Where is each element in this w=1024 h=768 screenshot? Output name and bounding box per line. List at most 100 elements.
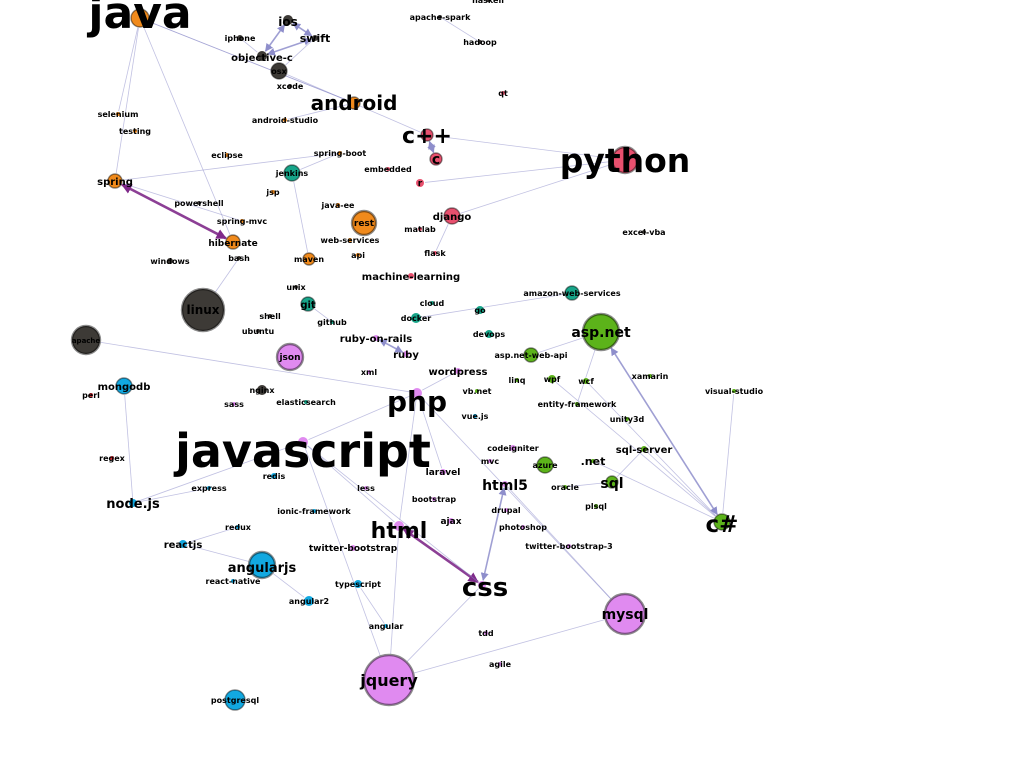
node-php[interactable] (412, 388, 422, 398)
node-elasticsearch[interactable] (304, 400, 308, 404)
node-less[interactable] (364, 486, 368, 490)
node-laravel[interactable] (440, 469, 446, 475)
node-git[interactable] (300, 296, 316, 312)
node-twitter-bootstrap[interactable] (350, 545, 356, 551)
node-powershell[interactable] (197, 201, 201, 205)
node-oracle[interactable] (563, 485, 567, 489)
node-sass[interactable] (232, 402, 236, 406)
node-c-[interactable] (420, 128, 434, 142)
node-amazon-web-services[interactable] (564, 285, 580, 301)
node-linux[interactable] (180, 287, 226, 333)
node-nginx[interactable] (257, 385, 267, 395)
node-unity3d[interactable] (625, 417, 629, 421)
node-maven[interactable] (302, 252, 316, 266)
node-spring[interactable] (107, 173, 123, 189)
node-photoshop[interactable] (521, 525, 525, 529)
node-github[interactable] (330, 320, 334, 324)
node-apache[interactable] (70, 324, 102, 356)
node-perl[interactable] (89, 393, 93, 397)
node-c-[interactable] (713, 513, 731, 531)
node-unix[interactable] (294, 285, 298, 289)
node-haskell[interactable] (486, 0, 490, 2)
node-ubuntu[interactable] (256, 329, 260, 333)
node-xml[interactable] (367, 370, 371, 374)
node-angularjs[interactable] (247, 550, 277, 580)
node-ruby-on-rails[interactable] (373, 335, 379, 341)
node-jquery[interactable] (362, 653, 416, 707)
node-react-native[interactable] (231, 579, 235, 583)
node-redux[interactable] (236, 525, 240, 529)
node-selenium[interactable] (116, 112, 120, 116)
node-drupal[interactable] (504, 508, 508, 512)
node-jsp[interactable] (271, 190, 275, 194)
node-mysql[interactable] (603, 592, 647, 636)
node-twitter-bootstrap-3[interactable] (567, 544, 571, 548)
node-c[interactable] (429, 152, 443, 166)
node-mvc[interactable] (488, 459, 492, 463)
node-java[interactable] (130, 8, 150, 28)
node-shell[interactable] (268, 314, 272, 318)
node-linq[interactable] (515, 378, 519, 382)
node-jenkins[interactable] (283, 164, 301, 182)
node-r[interactable] (416, 179, 424, 187)
node-osx[interactable] (270, 62, 288, 80)
node-python[interactable] (610, 145, 640, 175)
node-qt[interactable] (501, 91, 505, 95)
node-agile[interactable] (498, 662, 502, 666)
node-sql[interactable] (605, 475, 619, 489)
node-visual-studio[interactable] (732, 389, 736, 393)
node-asp-net[interactable] (581, 312, 621, 352)
node-entity-framework[interactable] (575, 402, 579, 406)
node-cloud[interactable] (430, 301, 434, 305)
node-mongodb[interactable] (115, 377, 133, 395)
node-wordpress[interactable] (455, 368, 461, 374)
node-rest[interactable] (350, 209, 378, 237)
node-plsql[interactable] (594, 504, 598, 508)
node-web-services[interactable] (348, 238, 352, 242)
node-matlab[interactable] (418, 227, 422, 231)
node-wpf[interactable] (548, 375, 556, 383)
node-machine-learning[interactable] (408, 273, 414, 279)
node-azure[interactable] (536, 456, 554, 474)
node-vue-js[interactable] (473, 414, 477, 418)
node-angular[interactable] (384, 624, 388, 628)
node-hibernate[interactable] (225, 234, 241, 250)
node-xamarin[interactable] (648, 374, 652, 378)
node-postgresql[interactable] (224, 689, 246, 711)
node-windows[interactable] (167, 258, 173, 264)
node-ajax[interactable] (448, 518, 454, 524)
node-apache-spark[interactable] (438, 15, 442, 19)
node-spring-boot[interactable] (338, 151, 342, 155)
node-go[interactable] (476, 306, 484, 314)
node-node-js[interactable] (129, 499, 137, 507)
node-flask[interactable] (433, 251, 437, 255)
node-swift[interactable] (312, 35, 318, 41)
node-tdd[interactable] (484, 631, 488, 635)
node-typescript[interactable] (354, 580, 362, 588)
node-java-ee[interactable] (336, 203, 340, 207)
node-spring-mvc[interactable] (240, 219, 244, 223)
node-xcode[interactable] (288, 84, 292, 88)
node-angular2[interactable] (304, 596, 314, 606)
node-devops[interactable] (485, 330, 493, 338)
node-css[interactable] (478, 581, 486, 589)
node-eclipse[interactable] (225, 153, 229, 157)
node-html[interactable] (394, 521, 404, 531)
node-excel-vba[interactable] (642, 230, 646, 234)
node-objective-c[interactable] (257, 51, 267, 61)
node-ios[interactable] (283, 15, 293, 25)
node-bash[interactable] (237, 256, 241, 260)
node-android-studio[interactable] (283, 118, 287, 122)
node-html5[interactable] (502, 481, 508, 487)
node-ionic-framework[interactable] (312, 509, 316, 513)
node-json[interactable] (275, 342, 305, 372)
node-testing[interactable] (133, 129, 137, 133)
node-api[interactable] (356, 253, 360, 257)
node-ruby[interactable] (403, 351, 409, 357)
node-codeigniter[interactable] (510, 445, 516, 451)
node-wcf[interactable] (583, 378, 589, 384)
node-embedded[interactable] (386, 167, 390, 171)
node-django[interactable] (443, 207, 461, 225)
node-express[interactable] (207, 486, 211, 490)
node-reactjs[interactable] (179, 540, 187, 548)
